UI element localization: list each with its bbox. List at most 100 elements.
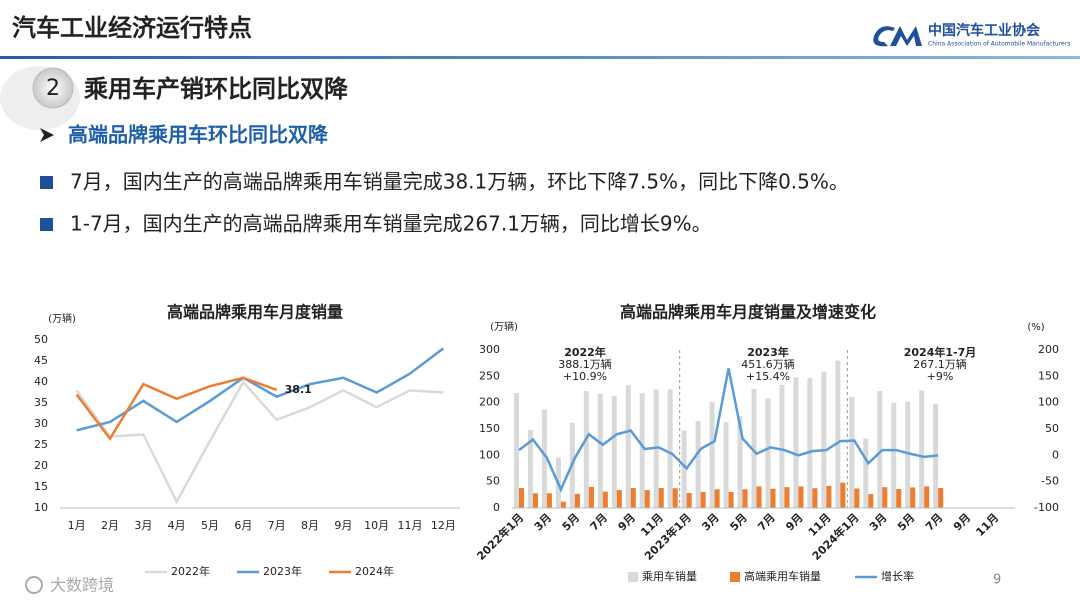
y-tick-label: 200 [479, 396, 500, 409]
y-tick-label: 250 [479, 369, 500, 382]
bar [854, 488, 860, 508]
bar [826, 485, 832, 508]
annotation: 2023年 [747, 345, 789, 359]
bullet-marker [40, 176, 53, 189]
y2-tick-label: 50 [1045, 422, 1059, 435]
bar [616, 490, 622, 508]
logo-subtext: China Association of Automobile Manufact… [928, 41, 1070, 48]
y-tick-label: 40 [34, 375, 48, 388]
y-axis-label: (万辆) [48, 312, 76, 325]
bar [728, 491, 734, 508]
bar [723, 422, 729, 508]
legend-label: 2023年 [263, 564, 302, 578]
bar [751, 388, 757, 508]
x-tick-label: 1月 [68, 519, 86, 532]
bar [681, 430, 687, 508]
data-label: 38.1 [285, 383, 312, 396]
y2-axis-label: (%) [1027, 322, 1044, 333]
x-tick-label: 11月 [398, 519, 423, 532]
series-line [76, 347, 445, 432]
y2-tick-label: -100 [1034, 501, 1059, 514]
y-tick-label: 45 [34, 354, 48, 367]
bar [714, 489, 720, 508]
y2-tick-label: 0 [1052, 448, 1059, 461]
heading-arrow [40, 128, 54, 142]
y-tick-label: 10 [34, 501, 48, 514]
watermark: 大数跨境 [50, 576, 114, 595]
y-tick-label: 100 [479, 448, 500, 461]
y-tick-label: 25 [34, 438, 48, 451]
y-tick-label: 35 [34, 396, 48, 409]
bar [611, 395, 617, 508]
legend-label: 高端乘用车销量 [744, 569, 821, 583]
legend-label: 2022年 [171, 564, 210, 578]
annotation: 388.1万辆 [558, 357, 612, 371]
bar [644, 490, 650, 508]
section-title: 乘用车产销环比同比双降 [83, 75, 349, 103]
series-line [518, 368, 939, 493]
bar [938, 487, 944, 508]
bar [770, 488, 776, 508]
page-number: 9 [993, 573, 1001, 588]
logo-mark [873, 26, 922, 47]
bar [891, 402, 897, 508]
y-tick-label: 150 [479, 422, 500, 435]
x-tick-label: 5月 [201, 519, 219, 532]
y-tick-label: 30 [34, 417, 48, 430]
bar [742, 489, 748, 508]
bar [625, 385, 631, 508]
bar [877, 391, 883, 508]
y-tick-label: 15 [34, 480, 48, 493]
x-tick-label: 2月 [101, 519, 119, 532]
header-rule [0, 56, 1080, 59]
y2-tick-label: 100 [1038, 396, 1059, 409]
bullet-text: 7月，国内生产的高端品牌乘用车销量完成38.1万辆，环比下降7.5%，同比下降0… [70, 170, 849, 194]
bar [686, 492, 692, 508]
y-tick-label: 20 [34, 459, 48, 472]
bar [574, 493, 580, 508]
y2-tick-label: 200 [1038, 343, 1059, 356]
bar [518, 487, 525, 508]
bar [784, 487, 790, 508]
series-line [75, 376, 278, 441]
bar [527, 430, 533, 508]
y2-tick-label: -50 [1041, 475, 1059, 488]
y-tick-label: 50 [486, 475, 500, 488]
bar [910, 487, 916, 508]
bar [807, 377, 813, 508]
bar [513, 393, 519, 508]
bar [709, 402, 715, 508]
x-tick-label: 8月 [301, 519, 319, 532]
legend-swatch [730, 572, 740, 582]
bar [672, 488, 678, 508]
bar [639, 393, 645, 508]
bar [821, 371, 827, 508]
watermark-icon [25, 576, 43, 594]
legend-label: 2024年 [355, 564, 394, 578]
bar [756, 486, 762, 508]
bar [793, 377, 799, 508]
y-tick-label: 0 [493, 501, 500, 514]
bar [882, 487, 888, 508]
annotation: +9% [927, 370, 954, 383]
section-heading: 高端品牌乘用车环比同比双降 [68, 123, 329, 147]
x-tick-label: 10月 [364, 519, 389, 532]
bar [583, 391, 589, 508]
bar [835, 360, 841, 508]
bar [896, 489, 902, 508]
bar [667, 389, 673, 508]
chart-title: 高端品牌乘用车月度销量及增速变化 [620, 303, 876, 322]
legend-label: 乘用车销量 [642, 569, 697, 583]
bar [700, 491, 706, 508]
bullet-marker [40, 218, 53, 231]
slide-title: 汽车工业经济运行特点 [12, 14, 252, 42]
bar [695, 421, 701, 508]
annotation: 267.1万辆 [913, 357, 967, 371]
bar [812, 488, 818, 508]
bar [840, 482, 846, 508]
bar [602, 491, 608, 508]
bullet-text: 1-7月，国内生产的高端品牌乘用车销量完成267.1万辆，同比增长9%。 [70, 212, 712, 236]
bar [532, 493, 538, 508]
bar [546, 493, 552, 508]
